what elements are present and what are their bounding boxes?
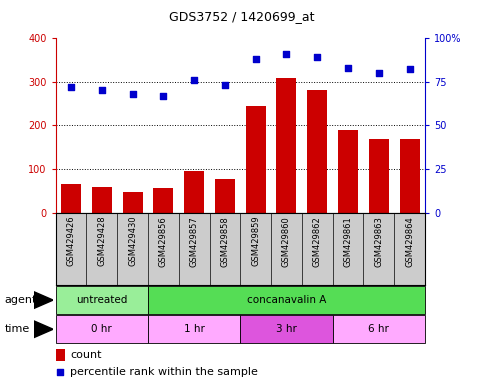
Bar [153, 187, 173, 213]
Point [344, 65, 352, 71]
Bar [123, 192, 142, 213]
Text: GSM429856: GSM429856 [159, 216, 168, 266]
Text: 1 hr: 1 hr [184, 324, 204, 334]
Bar [276, 78, 297, 213]
Text: 3 hr: 3 hr [276, 324, 297, 334]
Point [56, 369, 64, 376]
Point [98, 88, 106, 94]
Point [67, 84, 75, 90]
Text: GSM429426: GSM429426 [67, 216, 75, 266]
Polygon shape [34, 321, 53, 338]
Bar [56, 315, 148, 343]
Text: percentile rank within the sample: percentile rank within the sample [71, 367, 258, 377]
Point [406, 66, 413, 73]
Text: concanavalin A: concanavalin A [247, 295, 326, 305]
Text: GSM429428: GSM429428 [97, 216, 106, 266]
Text: GSM429860: GSM429860 [282, 216, 291, 266]
Bar [215, 179, 235, 213]
Bar [56, 286, 148, 314]
Point [252, 56, 259, 62]
Bar [184, 171, 204, 213]
Point [128, 91, 136, 97]
Bar [333, 315, 425, 343]
Point [375, 70, 383, 76]
Text: GSM429858: GSM429858 [220, 216, 229, 266]
Bar [56, 349, 65, 361]
Text: GSM429861: GSM429861 [343, 216, 353, 266]
Bar [92, 187, 112, 213]
Bar [307, 89, 327, 213]
Text: GSM429864: GSM429864 [405, 216, 414, 266]
Bar [399, 139, 420, 213]
Point [190, 77, 198, 83]
Text: GSM429863: GSM429863 [374, 216, 384, 267]
Text: 0 hr: 0 hr [91, 324, 112, 334]
Bar [241, 315, 333, 343]
Text: GSM429862: GSM429862 [313, 216, 322, 266]
Text: GSM429859: GSM429859 [251, 216, 260, 266]
Point [313, 54, 321, 60]
Bar [338, 130, 358, 213]
Polygon shape [34, 292, 53, 308]
Text: GSM429430: GSM429430 [128, 216, 137, 266]
Bar [246, 106, 266, 213]
Text: untreated: untreated [76, 295, 128, 305]
Bar [61, 184, 81, 213]
Point [283, 51, 290, 57]
Bar [148, 286, 425, 314]
Text: GDS3752 / 1420699_at: GDS3752 / 1420699_at [169, 10, 314, 23]
Text: count: count [71, 350, 102, 360]
Text: GSM429857: GSM429857 [190, 216, 199, 266]
Text: 6 hr: 6 hr [369, 324, 389, 334]
Bar [369, 139, 389, 213]
Text: agent: agent [5, 295, 37, 305]
Bar [148, 315, 241, 343]
Point [221, 82, 229, 88]
Text: time: time [5, 324, 30, 334]
Point [159, 93, 167, 99]
